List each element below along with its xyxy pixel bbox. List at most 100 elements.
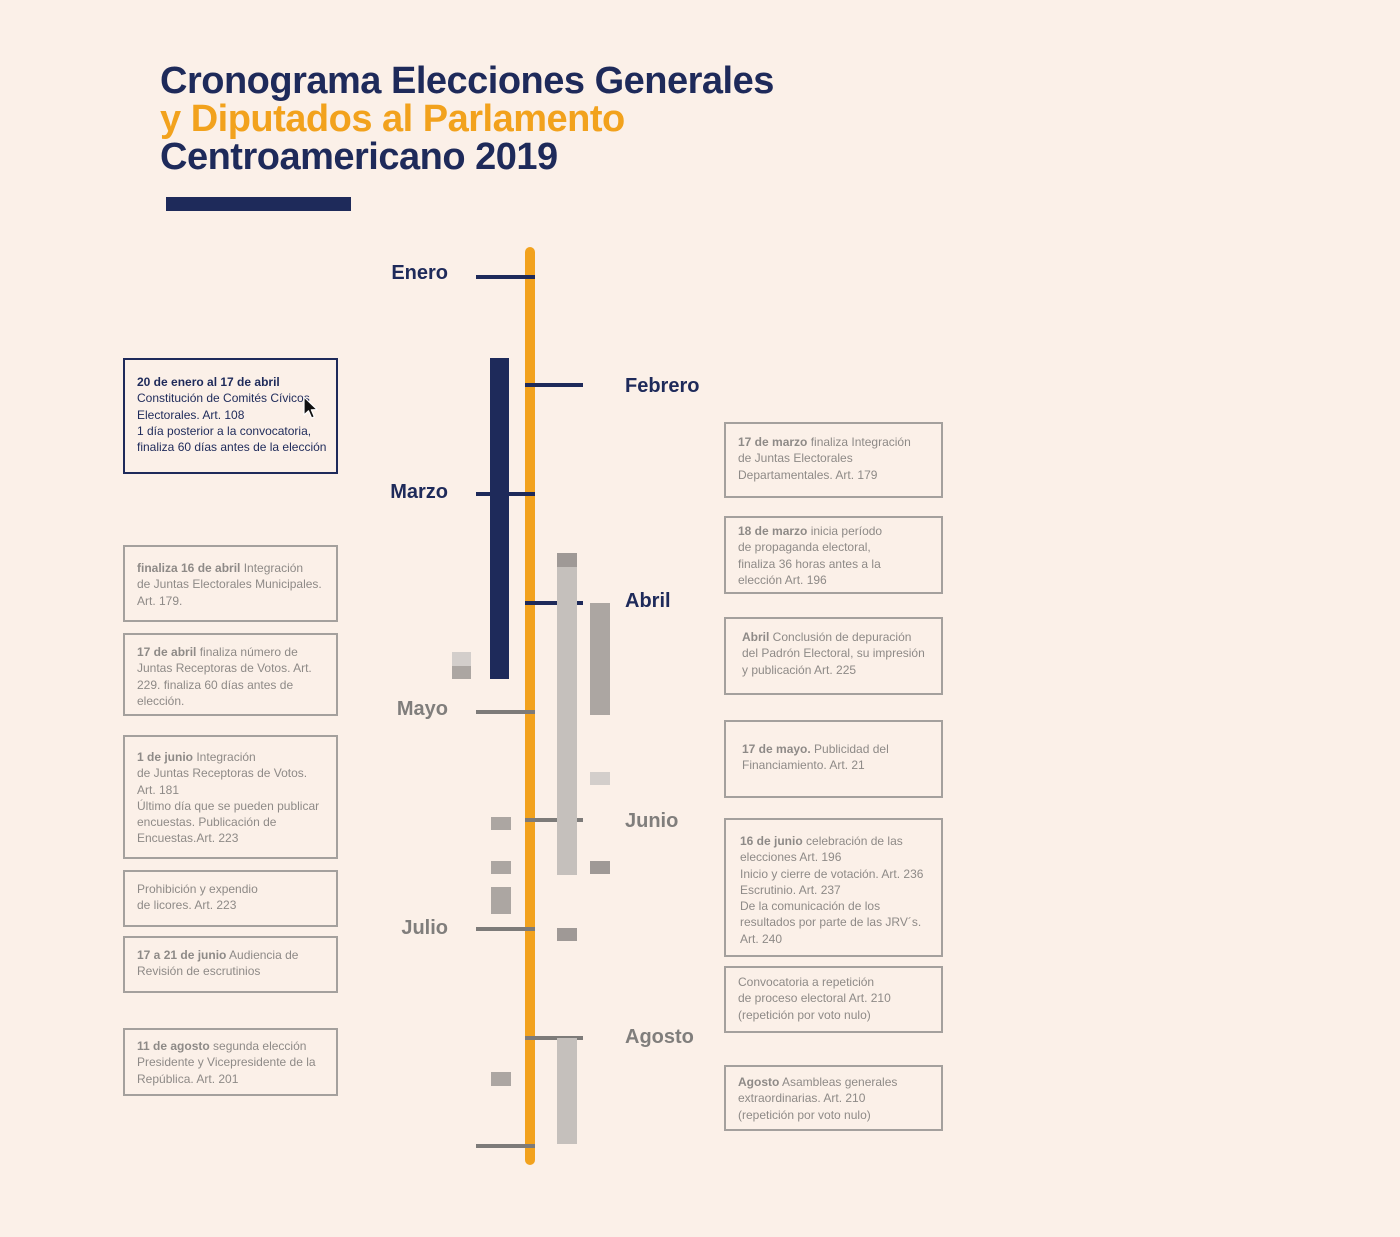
event-text: Audiencia de	[226, 948, 299, 962]
event-text: Integración	[240, 561, 304, 575]
event-text: finaliza 60 días antes de la elección	[137, 440, 327, 455]
event-text: Presidente y Vicepresidente de la	[137, 1055, 316, 1070]
event-text: segunda elección	[209, 1039, 307, 1053]
event-text: 1 día posterior a la convocatoria,	[137, 423, 312, 438]
event-card-financiamiento[interactable]: 17 de mayo. Publicidad del Financiamient…	[724, 720, 943, 798]
event-text: Inicio y cierre de votación. Art. 236	[740, 866, 924, 881]
tick-abril	[525, 601, 583, 605]
event-card-asambleas-generales[interactable]: Agosto Asambleas generales extraordinari…	[724, 1065, 943, 1131]
event-text: de Juntas Electorales	[738, 451, 853, 466]
event-text: de Juntas Electorales Municipales.	[137, 577, 322, 592]
event-text: elección.	[137, 693, 185, 708]
event-text: de licores. Art. 223	[137, 898, 237, 913]
event-text: De la comunicación de los	[740, 899, 881, 914]
event-card-celebracion-elecciones[interactable]: 16 de junio celebración de las eleccione…	[724, 818, 943, 957]
event-text: de proceso electoral Art. 210	[738, 991, 891, 1006]
tick-agosto	[525, 1036, 583, 1040]
event-date: 17 de mayo.	[742, 742, 811, 756]
period-bar-comites-civicos	[490, 358, 509, 679]
event-text: Financiamiento. Art. 21	[742, 758, 865, 773]
event-text: Encuestas.Art. 223	[137, 831, 239, 846]
event-card-juntas-receptoras-integracion[interactable]: 1 de junio Integración de Juntas Recepto…	[123, 735, 338, 859]
title-line-1: Cronograma Elecciones Generales	[160, 60, 774, 102]
month-label-enero: Enero	[391, 262, 448, 284]
event-text: finaliza Integración	[807, 435, 911, 449]
event-date: 16 de junio	[740, 834, 803, 848]
period-marker-financiamiento	[590, 772, 610, 785]
event-text: Constitución de Comités Cívicos	[137, 391, 310, 406]
event-card-juntas-municipales[interactable]: finaliza 16 de abril Integración de Junt…	[123, 545, 338, 622]
event-date: 18 de marzo	[738, 524, 808, 538]
event-card-juntas-departamentales[interactable]: 17 de marzo finaliza Integración de Junt…	[724, 422, 943, 498]
month-label-marzo: Marzo	[390, 481, 448, 503]
period-bar-propaganda	[557, 567, 577, 875]
tick-julio	[476, 927, 535, 931]
event-date: finaliza 16 de abril	[137, 561, 241, 575]
month-label-febrero: Febrero	[625, 375, 700, 397]
event-date: 11 de agosto	[137, 1039, 210, 1053]
event-card-audiencia-escrutinios[interactable]: 17 a 21 de junio Audiencia de Revisión d…	[123, 936, 338, 993]
page-title: Cronograma Elecciones Generales y Diputa…	[160, 62, 774, 176]
tick-end	[476, 1144, 535, 1148]
event-text: finaliza 36 horas antes a la	[738, 556, 881, 571]
period-marker-abril-a	[452, 652, 471, 666]
period-marker-elecciones	[590, 861, 610, 874]
period-bar-audiencia	[491, 887, 511, 914]
month-label-julio: Julio	[401, 917, 448, 939]
period-bar-asambleas	[557, 1038, 577, 1144]
event-text: de Juntas Receptoras de Votos.	[137, 766, 308, 781]
period-marker-segunda-eleccion	[491, 1072, 511, 1086]
event-text: Convocatoria a repetición	[738, 975, 875, 989]
event-text: Revisión de escrutinios	[137, 964, 261, 979]
tick-mayo	[476, 710, 535, 714]
event-text: del Padrón Electoral, su impresión	[742, 646, 925, 661]
event-text: República. Art. 201	[137, 1071, 239, 1086]
event-text: encuestas. Publicación de	[137, 815, 277, 830]
event-text: Prohibición y expendio	[137, 882, 258, 896]
title-line-3: Centroamericano 2019	[160, 136, 558, 178]
event-card-comites-civicos[interactable]: 20 de enero al 17 de abril Constitución …	[123, 358, 338, 474]
title-underline	[166, 197, 351, 211]
event-text: finaliza número de	[196, 645, 298, 659]
month-label-agosto: Agosto	[625, 1026, 694, 1048]
period-marker-licores	[491, 861, 511, 874]
event-text: extraordinarias. Art. 210	[738, 1091, 866, 1106]
event-text: Publicidad del	[810, 742, 889, 756]
event-text: Art. 181	[137, 782, 180, 797]
title-line-2: y Diputados al Parlamento	[160, 98, 625, 140]
event-text: (repetición por voto nulo)	[738, 1107, 871, 1122]
event-card-licores[interactable]: Prohibición y expendio de licores. Art. …	[123, 870, 338, 927]
event-text: Asambleas generales	[779, 1075, 898, 1089]
event-date: 17 de marzo	[738, 435, 808, 449]
event-text: de propaganda electoral,	[738, 540, 871, 555]
tick-junio	[525, 818, 583, 822]
period-marker-juntas-receptoras	[491, 817, 511, 830]
event-text: Art. 240	[740, 931, 783, 946]
event-text: inicia período	[807, 524, 883, 538]
event-text: Escrutinio. Art. 237	[740, 882, 841, 897]
period-marker-convocatoria	[557, 928, 577, 941]
event-text: Último día que se pueden publicar	[137, 798, 320, 813]
event-card-propaganda-electoral[interactable]: 18 de marzo inicia período de propaganda…	[724, 516, 943, 594]
event-text: y publicación Art. 225	[742, 662, 857, 677]
event-card-juntas-receptoras-numero[interactable]: 17 de abril finaliza número de Juntas Re…	[123, 633, 338, 716]
event-text: Conclusión de depuración	[769, 630, 912, 644]
event-text: Electorales. Art. 108	[137, 407, 245, 422]
period-bar-padron	[590, 603, 610, 715]
tick-enero	[476, 275, 535, 279]
period-marker-propaganda-start	[557, 553, 577, 567]
event-text: Juntas Receptoras de Votos. Art.	[137, 661, 312, 676]
event-card-padron-electoral[interactable]: Abril Conclusión de depuración del Padró…	[724, 617, 943, 695]
event-text: elecciones Art. 196	[740, 850, 842, 865]
event-date: 17 a 21 de junio	[137, 948, 227, 962]
event-date: 20 de enero al 17 de abril	[137, 375, 280, 389]
event-date: 17 de abril	[137, 645, 197, 659]
event-text: celebración de las	[802, 834, 903, 848]
period-marker-abril-b	[452, 666, 471, 679]
event-text: 229. finaliza 60 días antes de	[137, 677, 294, 692]
month-label-abril: Abril	[625, 590, 671, 612]
event-card-segunda-eleccion[interactable]: 11 de agosto segunda elección Presidente…	[123, 1028, 338, 1096]
event-card-convocatoria-repeticion[interactable]: Convocatoria a repetición de proceso ele…	[724, 966, 943, 1033]
event-text: elección Art. 196	[738, 572, 827, 587]
event-text: Art. 179.	[137, 593, 183, 608]
